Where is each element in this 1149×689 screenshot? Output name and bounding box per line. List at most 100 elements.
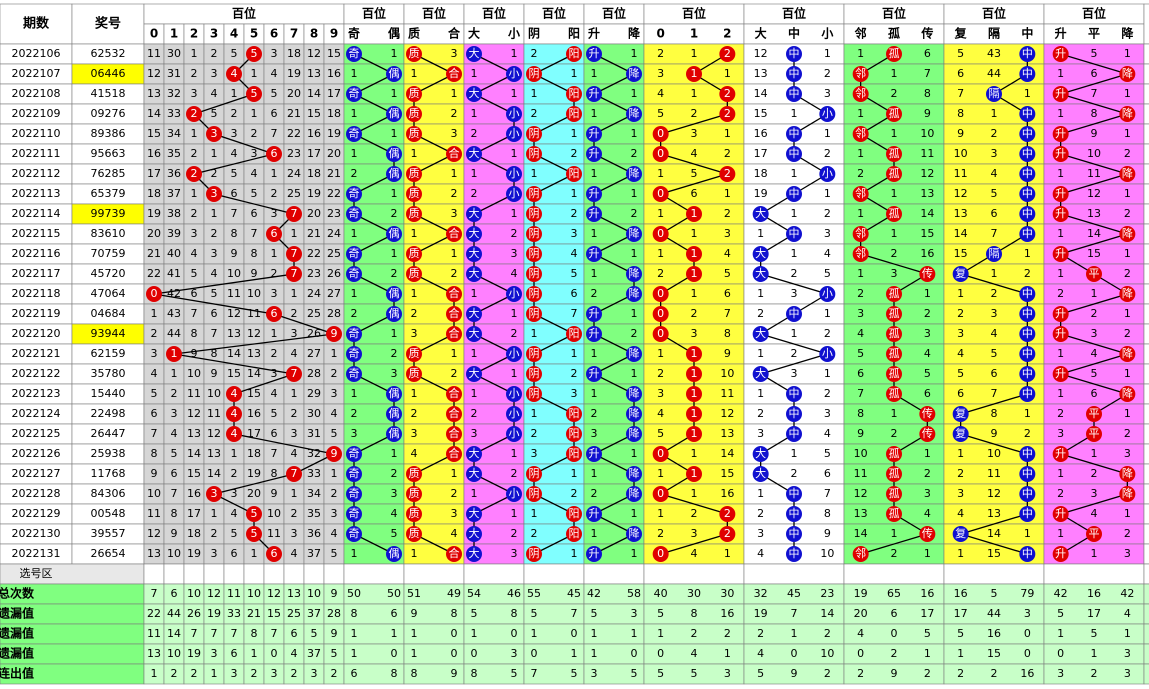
hit-label: 升 (589, 447, 600, 460)
hit-label: 传 (922, 267, 933, 280)
hit-ball (586, 186, 602, 202)
omission: 3 (1091, 327, 1098, 340)
hit-label: 阴 (529, 347, 540, 360)
omission: 4 (211, 267, 218, 280)
header-group: 百位 (422, 6, 446, 21)
omission: 14 (247, 367, 261, 380)
summary-value: 3 (1057, 667, 1064, 680)
hit-ball (526, 226, 542, 242)
omission: 2 (351, 167, 358, 180)
hit-label: 中 (1022, 147, 1033, 160)
hit-label: 阴 (529, 67, 540, 80)
omission: 2 (231, 107, 238, 120)
hit-label: 奇 (349, 187, 360, 200)
omission: 9 (251, 267, 258, 280)
omission: 28 (307, 367, 321, 380)
prize: 26654 (91, 547, 126, 560)
omission: 6 (924, 387, 931, 400)
hit-ball (566, 46, 582, 62)
hit-number: 6 (271, 227, 278, 240)
hit-label: 升 (1055, 47, 1066, 60)
omission: 6 (991, 207, 998, 220)
hit-label: 质 (409, 207, 420, 220)
omission: 5 (571, 267, 578, 280)
period: 2022128 (12, 487, 61, 500)
hit-label: 升 (589, 127, 600, 140)
summary-value: 1 (391, 627, 398, 640)
omission: 2 (791, 267, 798, 280)
hit-ball (206, 486, 222, 502)
hit-label: 大 (469, 206, 480, 220)
period: 2022116 (12, 247, 61, 260)
omission: 18 (247, 447, 261, 460)
hit-ball (1019, 46, 1036, 62)
hit-ball (1019, 146, 1036, 162)
omission: 4 (151, 367, 158, 380)
omission: 2 (1091, 307, 1098, 320)
hit-ball (886, 466, 902, 482)
summary-value: 7 (151, 587, 158, 600)
hit-label: 升 (1055, 547, 1066, 560)
summary-value: 5 (511, 667, 518, 680)
hit-ball (246, 506, 262, 522)
hit-number: 5 (251, 527, 258, 540)
omission: 23 (327, 207, 341, 220)
hit-ball (406, 466, 422, 482)
hit-label: 阳 (569, 447, 580, 460)
summary-value: 5 (311, 627, 318, 640)
summary-value: 44 (167, 607, 181, 620)
omission: 10 (854, 447, 868, 460)
omission: 17 (307, 147, 321, 160)
summary-label: 最大遗漏值 (0, 606, 34, 621)
hit-ball (626, 286, 642, 302)
omission: 1 (1124, 47, 1131, 60)
summary-value: 22 (147, 607, 161, 620)
hit-label: 1 (691, 367, 698, 380)
omission: 10 (987, 447, 1001, 460)
header-group: 百位 (1082, 6, 1106, 21)
omission: 1 (631, 247, 638, 260)
omission: 1 (451, 467, 458, 480)
hit-ball (466, 146, 482, 162)
header-sub: 降 (1121, 26, 1134, 41)
hit-label: 邻 (855, 547, 866, 560)
omission: 1 (411, 147, 418, 160)
hit-ball (466, 266, 482, 282)
cell (1143, 63, 1149, 85)
hit-number: 9 (331, 447, 338, 460)
hit-label: 质 (409, 267, 420, 280)
hit-ball (626, 386, 642, 402)
omission: 14 (720, 447, 734, 460)
hit-ball (652, 226, 669, 242)
omission: 7 (191, 307, 198, 320)
hit-label: 复 (955, 426, 966, 440)
omission: 2 (891, 547, 898, 560)
summary-value: 23 (820, 587, 834, 600)
hit-label: 2 (724, 47, 731, 60)
hit-label: 升 (589, 147, 600, 160)
omission: 1 (891, 127, 898, 140)
hit-label: 奇 (349, 267, 360, 280)
omission: 3 (1057, 427, 1064, 440)
omission: 5 (957, 47, 964, 60)
summary-value: 2 (171, 667, 178, 680)
hit-label: 中 (1022, 447, 1033, 460)
omission: 5 (391, 527, 398, 540)
omission: 15 (227, 367, 241, 380)
omission: 6 (957, 67, 964, 80)
omission: 35 (167, 147, 181, 160)
omission: 3 (271, 47, 278, 60)
summary-value: 65 (887, 587, 901, 600)
cell (1143, 423, 1149, 445)
omission: 1 (591, 167, 598, 180)
hit-label: 孤 (889, 467, 900, 480)
hit-ball (386, 226, 402, 242)
summary-value: 2 (991, 667, 998, 680)
hit-label: 中 (1022, 67, 1033, 80)
summary-value: 6 (891, 607, 898, 620)
omission: 30 (167, 47, 181, 60)
hit-label: 质 (409, 127, 420, 140)
cell (943, 563, 1045, 585)
summary-value: 2 (291, 667, 298, 680)
omission: 1 (1024, 87, 1031, 100)
